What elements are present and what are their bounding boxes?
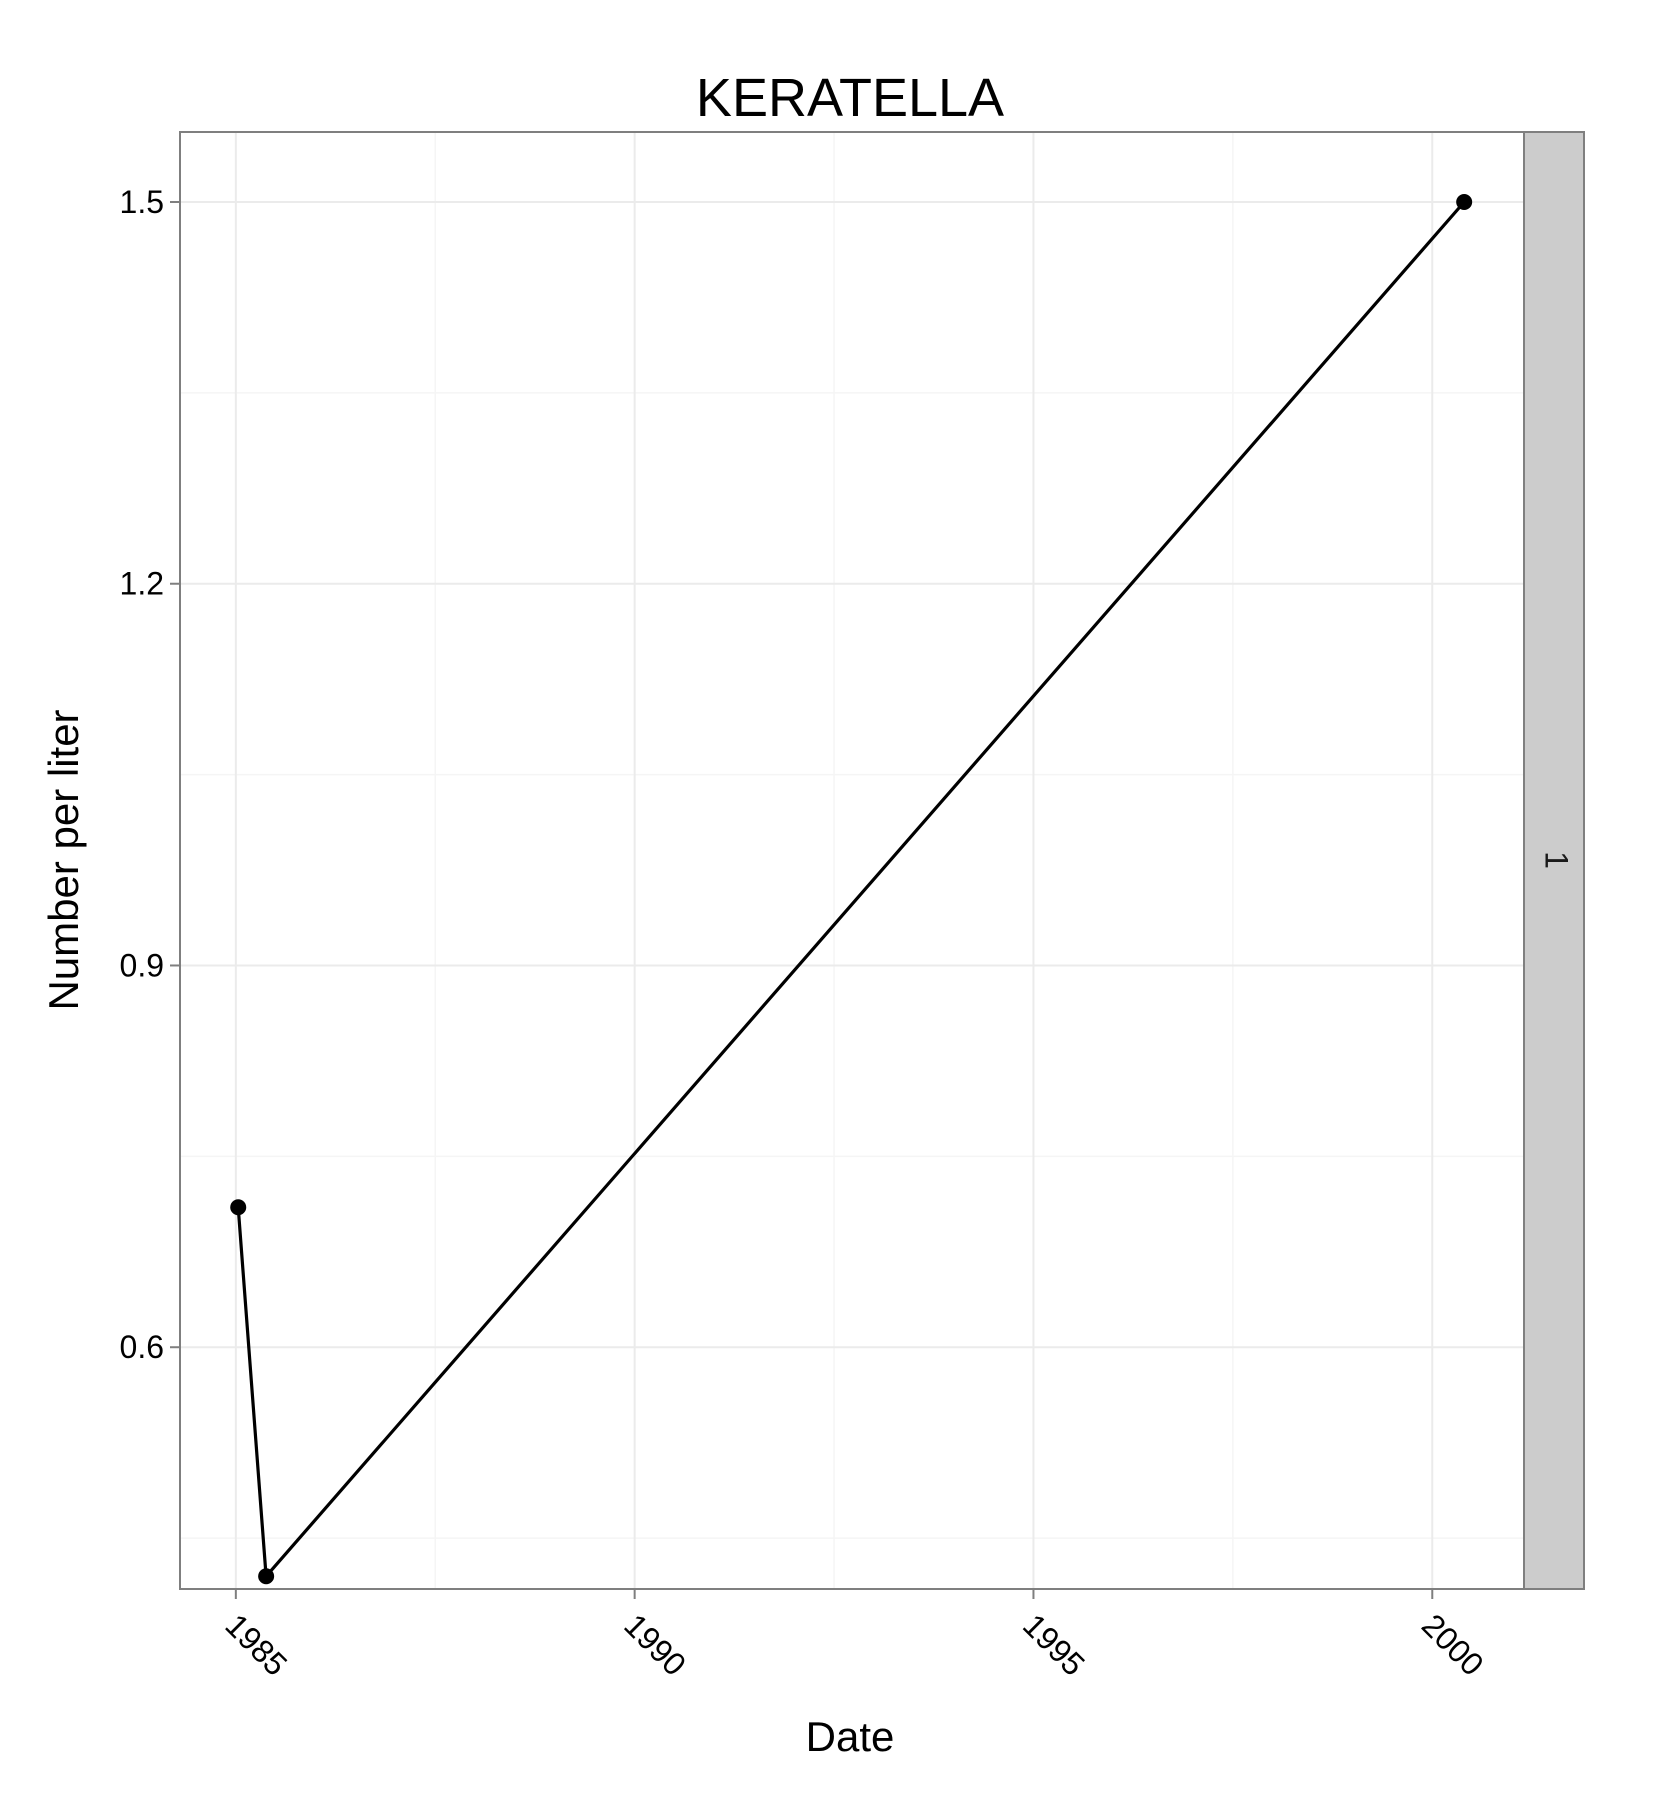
y-axis-title: Number per liter	[40, 709, 87, 1010]
x-axis-title: Date	[806, 1713, 895, 1760]
data-point	[230, 1199, 247, 1216]
data-point	[1456, 193, 1473, 210]
y-tick-label: 0.6	[120, 1329, 164, 1365]
series-layer	[230, 193, 1473, 1585]
facet-strip-label: 1	[1539, 851, 1575, 869]
grid-minor	[180, 132, 1524, 1589]
x-tick-label: 2000	[1415, 1607, 1491, 1683]
y-tick-label: 1.5	[120, 184, 164, 220]
y-axis: 0.6 0.9 1.2 1.5	[120, 184, 180, 1365]
x-tick-label: 1985	[218, 1607, 294, 1683]
x-tick-label: 1990	[617, 1607, 693, 1683]
x-axis: 1985 1990 1995 2000	[218, 1589, 1491, 1683]
x-tick-label: 1995	[1016, 1607, 1092, 1683]
chart-title: KERATELLA	[696, 68, 1004, 128]
y-tick-label: 0.9	[120, 947, 164, 983]
plot-panel	[180, 132, 1524, 1589]
grid-major	[180, 132, 1524, 1589]
facet-strip	[1523, 131, 1585, 1590]
data-point	[258, 1568, 275, 1585]
y-tick-label: 1.2	[120, 566, 164, 602]
